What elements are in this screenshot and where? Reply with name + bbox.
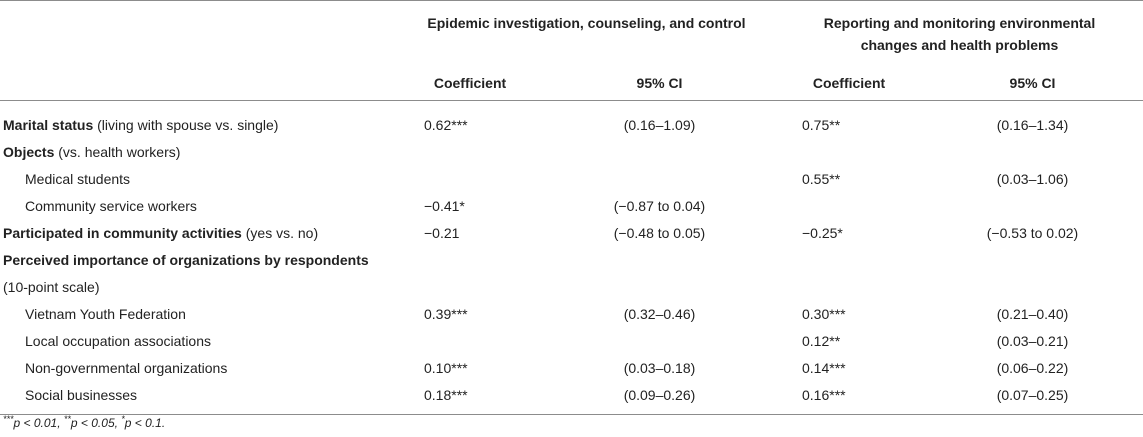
row-label-social-businesses: Social businesses — [25, 386, 138, 403]
ci-epidemic-marital: (0.16–1.09) — [623, 116, 696, 133]
coef-epidemic-vietnam-youth-federation: 0.39*** — [424, 305, 468, 322]
row-label-objects-rest: (vs. health workers) — [54, 143, 181, 160]
top-rule — [0, 0, 1143, 1]
footnote-stars-3: * — [121, 414, 125, 424]
group-header-reporting-line1: Reporting and monitoring environmental — [823, 15, 1096, 31]
footnote-text-1: p < 0.01, — [13, 416, 64, 430]
ci-epidemic-social-businesses: (0.09–0.26) — [623, 386, 696, 403]
bottom-rule — [0, 408, 1143, 415]
footnote-stars-2: ** — [63, 414, 71, 424]
row-label-local-occupation-associations: Local occupation associations — [25, 332, 212, 349]
ci-header-1: 95% CI — [636, 75, 683, 91]
table-row-vietnam-youth-federation: Vietnam Youth Federation 0.39*** (0.32–0… — [0, 300, 1143, 327]
ci-epidemic-community-service-workers: (−0.87 to 0.04) — [613, 197, 706, 214]
coef-epidemic-ngo: 0.10*** — [424, 359, 468, 376]
row-label-scale: (10-point scale) — [3, 278, 100, 295]
table-row-medical-students: Medical students 0.55** (0.03–1.06) — [0, 165, 1143, 192]
row-label-marital-bold: Marital status — [3, 116, 94, 133]
row-label-marital-rest: (living with spouse vs. single) — [93, 116, 279, 133]
ci-reporting-social-businesses: (0.07–0.25) — [996, 386, 1069, 403]
coef-reporting-medical-students: 0.55** — [802, 170, 841, 187]
row-label-community-service-workers: Community service workers — [25, 197, 197, 214]
group-header-reporting: Reporting and monitoring environmental c… — [776, 1, 1143, 66]
ci-epidemic-vietnam-youth-federation: (0.32–0.46) — [623, 305, 696, 322]
table-row-local-occupation-associations: Local occupation associations 0.12** (0.… — [0, 327, 1143, 354]
row-label-medical-students: Medical students — [25, 170, 131, 187]
ci-reporting-ngo: (0.06–0.22) — [996, 359, 1069, 376]
coef-header-2: Coefficient — [812, 75, 886, 91]
subheader-row: Coefficient 95% CI Coefficient 95% CI — [0, 66, 1143, 101]
coef-reporting-vietnam-youth-federation: 0.30*** — [802, 305, 846, 322]
ci-epidemic-ngo: (0.03–0.18) — [623, 359, 696, 376]
row-label-participated: Participated in community activities (ye… — [0, 219, 397, 246]
group-header-row: Epidemic investigation, counseling, and … — [0, 1, 1143, 66]
row-label-ngo: Non-governmental organizations — [25, 359, 228, 376]
group-header-reporting-line2: changes and health problems — [860, 37, 1059, 53]
row-label-vietnam-youth-federation: Vietnam Youth Federation — [25, 305, 186, 322]
coef-reporting-social-businesses: 0.16*** — [802, 386, 846, 403]
coef-reporting-local-occupation-associations: 0.12** — [802, 332, 841, 349]
footnote: ***p < 0.01, **p < 0.05, *p < 0.1. — [3, 414, 166, 431]
row-label-marital: Marital status (living with spouse vs. s… — [0, 111, 397, 138]
footnote-text-3: p < 0.1. — [124, 416, 166, 430]
group-header-epidemic: Epidemic investigation, counseling, and … — [427, 15, 746, 31]
coef-epidemic-community-service-workers: −0.41* — [424, 197, 465, 214]
coef-reporting-participated: −0.25* — [802, 224, 843, 241]
coef-epidemic-social-businesses: 0.18*** — [424, 386, 468, 403]
ci-epidemic-participated: (−0.48 to 0.05) — [613, 224, 706, 241]
coef-reporting-marital: 0.75** — [802, 116, 841, 133]
row-label-participated-rest: (yes vs. no) — [241, 224, 319, 241]
ci-reporting-marital: (0.16–1.34) — [996, 116, 1069, 133]
ci-reporting-medical-students: (0.03–1.06) — [996, 170, 1069, 187]
regression-table: Epidemic investigation, counseling, and … — [0, 0, 1143, 415]
footnote-stars-1: *** — [3, 414, 14, 424]
row-label-participated-bold: Participated in community activities — [3, 224, 242, 241]
coef-epidemic-participated: −0.21 — [424, 224, 460, 241]
coef-epidemic-marital: 0.62*** — [424, 116, 468, 133]
table-row-participated: Participated in community activities (ye… — [0, 219, 1143, 246]
footnote-text-2: p < 0.05, — [70, 416, 122, 430]
table-row-ngo: Non-governmental organizations 0.10*** (… — [0, 354, 1143, 381]
coef-reporting-ngo: 0.14*** — [802, 359, 846, 376]
table-row-social-businesses: Social businesses 0.18*** (0.09–0.26) 0.… — [0, 381, 1143, 408]
header-rule — [0, 100, 1143, 111]
table-row-scale: (10-point scale) — [0, 273, 1143, 300]
row-label-objects-bold: Objects — [3, 143, 55, 160]
ci-reporting-vietnam-youth-federation: (0.21–0.40) — [996, 305, 1069, 322]
table-row-community-service-workers: Community service workers −0.41* (−0.87 … — [0, 192, 1143, 219]
ci-reporting-local-occupation-associations: (0.03–0.21) — [996, 332, 1069, 349]
table-row-perceived: Perceived importance of organizations by… — [0, 246, 1143, 273]
row-label-objects: Objects (vs. health workers) — [0, 138, 397, 165]
coef-header-1: Coefficient — [433, 75, 507, 91]
ci-reporting-participated: (−0.53 to 0.02) — [986, 224, 1079, 241]
row-label-perceived: Perceived importance of organizations by… — [3, 251, 369, 268]
table-row-objects: Objects (vs. health workers) — [0, 138, 1143, 165]
table-row-marital: Marital status (living with spouse vs. s… — [0, 111, 1143, 138]
ci-header-2: 95% CI — [1009, 75, 1056, 91]
